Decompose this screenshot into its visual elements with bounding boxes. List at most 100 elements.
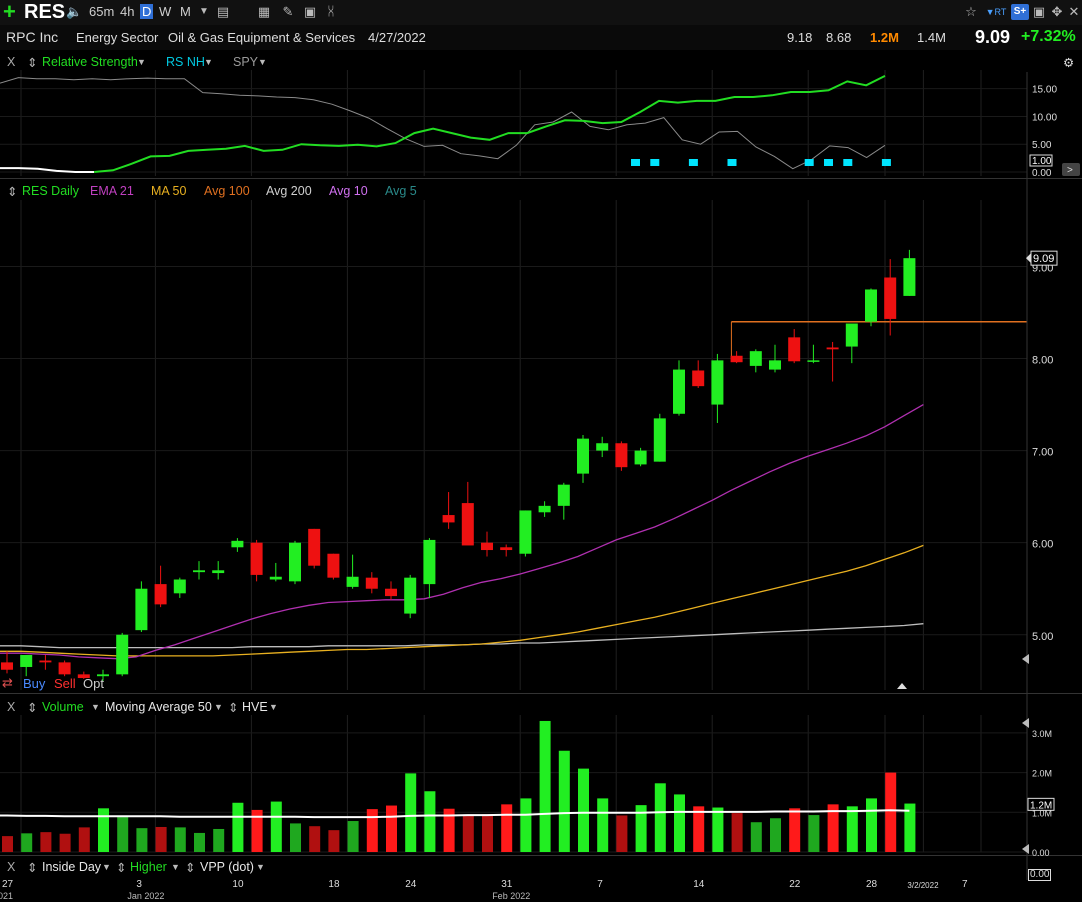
candle-down: [788, 337, 801, 362]
volume-bar: [674, 794, 685, 852]
spy-label[interactable]: SPY: [233, 55, 259, 69]
x-axis-tick-label: 14: [693, 879, 705, 890]
ma50-label[interactable]: MA 50: [151, 184, 187, 198]
avg100-label[interactable]: Avg 100: [204, 184, 250, 198]
close-icon[interactable]: ✕: [1068, 4, 1080, 19]
ema21-label[interactable]: EMA 21: [90, 184, 134, 198]
bottom-pane-close-button[interactable]: X: [7, 860, 16, 874]
timeframe-65m[interactable]: 65m: [89, 4, 115, 19]
timeframe-d[interactable]: D: [140, 4, 154, 19]
timeframe-m[interactable]: M: [180, 4, 191, 19]
rs-nh-label[interactable]: RS NH: [166, 55, 205, 69]
layers-icon[interactable]: ▣: [303, 4, 317, 19]
inside-day-dropdown-icon[interactable]: ▼: [102, 862, 111, 872]
volume-bar: [731, 813, 743, 852]
price-pane-arrows-icon[interactable]: ⇕: [7, 185, 18, 199]
volume-bar: [635, 805, 647, 852]
rs-new-high-marker: [881, 159, 891, 166]
inside-day-arrows-icon[interactable]: ⇕: [27, 861, 38, 875]
volume-pane-close-button[interactable]: X: [7, 700, 16, 714]
alert-rt-icon[interactable]: ▼RT: [985, 7, 1007, 17]
vpp-dropdown-icon[interactable]: ▼: [256, 862, 265, 872]
vpp-label[interactable]: VPP (dot): [200, 860, 254, 874]
vpp-arrows-icon[interactable]: ⇕: [185, 861, 196, 875]
avg5-label[interactable]: Avg 5: [385, 184, 417, 198]
hve-label[interactable]: HVE: [242, 700, 268, 714]
speaker-icon[interactable]: 🔈: [66, 4, 83, 19]
spy-line: [0, 77, 886, 170]
candle-down: [385, 588, 397, 597]
volume-bar: [808, 815, 820, 852]
volume-bar: [578, 768, 589, 852]
add-symbol-icon[interactable]: +: [3, 0, 16, 24]
candle-up: [269, 576, 282, 580]
chart-type-icon[interactable]: ▤: [216, 4, 230, 19]
volume-bar: [482, 814, 493, 852]
rs-new-high-marker: [804, 159, 814, 166]
ma200-line: [0, 623, 924, 649]
volume-bar: [866, 798, 877, 852]
rs-y-tick-label: 5.00: [1032, 140, 1052, 151]
higher-arrows-icon[interactable]: ⇕: [116, 861, 127, 875]
candle-down: [327, 553, 340, 578]
volume-ma-label[interactable]: Moving Average 50: [105, 700, 212, 714]
timeframe-dropdown-icon[interactable]: ▼: [199, 6, 209, 17]
avg200-label[interactable]: Avg 200: [266, 184, 312, 198]
rs-dropdown-icon[interactable]: ⇕: [27, 56, 38, 70]
volume-last-box: [1027, 797, 1055, 811]
options-button[interactable]: Opt: [83, 676, 104, 691]
candle-down: [730, 355, 743, 363]
volume-ma-dropdown-icon[interactable]: ▼: [214, 702, 223, 712]
rs-label[interactable]: Relative Strength: [42, 55, 138, 69]
rs-nh-dropdown-icon[interactable]: ▼: [204, 57, 213, 67]
share-icon[interactable]: ⩆: [328, 4, 334, 19]
candle-down: [308, 528, 321, 566]
volume-arrows-icon[interactable]: ⇕: [27, 701, 38, 715]
move-icon[interactable]: ✥: [1051, 4, 1063, 19]
volume-bar: [405, 773, 417, 852]
splus-icon[interactable]: S+: [1011, 4, 1029, 20]
x-axis-tick-label: 27: [2, 879, 14, 890]
hve-dropdown-icon[interactable]: ▼: [269, 702, 278, 712]
volume-dropdown-icon[interactable]: ▼: [91, 702, 100, 712]
higher-dropdown-icon[interactable]: ▼: [171, 862, 180, 872]
x-axis-tick-label: 22: [789, 879, 801, 890]
sell-button[interactable]: Sell: [54, 676, 76, 691]
price-scroll-up-icon: [897, 683, 907, 689]
rs-settings-icon[interactable]: ⚙: [1063, 56, 1075, 70]
buy-button[interactable]: Buy: [23, 676, 46, 691]
hve-arrows-icon[interactable]: ⇕: [228, 701, 239, 715]
candle-up: [231, 540, 244, 548]
star-icon[interactable]: ☆: [965, 4, 977, 19]
timeframe-w[interactable]: W: [159, 4, 172, 19]
symbol-title[interactable]: RES: [24, 1, 66, 23]
rs-label-dropdown-icon[interactable]: ▼: [137, 57, 146, 67]
timeframe-4h[interactable]: 4h: [120, 4, 135, 19]
pencil-icon[interactable]: ✎: [282, 4, 294, 19]
volume-y-tick-label: 3.0M: [1032, 729, 1052, 739]
trade-icon[interactable]: ⇄: [2, 675, 13, 690]
sector-label[interactable]: Energy Sector: [76, 30, 159, 45]
spy-dropdown-icon[interactable]: ▼: [258, 57, 267, 67]
x-axis-tick-label: 7: [597, 879, 603, 890]
price-series-label[interactable]: RES Daily: [22, 184, 79, 198]
volume-label[interactable]: Volume: [42, 700, 84, 714]
avg10-label[interactable]: Avg 10: [329, 184, 368, 198]
candle-up: [212, 570, 225, 574]
change-percent: +7.32%: [1021, 28, 1076, 45]
volume-bar: [117, 817, 129, 852]
calculator-icon[interactable]: ▦: [257, 4, 271, 19]
candle-up: [596, 443, 609, 451]
x-axis-tick-label: 7: [962, 879, 968, 890]
volume-bar: [21, 833, 33, 852]
relative-strength-line: [94, 75, 886, 173]
ema21-line: [0, 404, 924, 660]
higher-label[interactable]: Higher: [130, 860, 167, 874]
industry-label[interactable]: Oil & Gas Equipment & Services: [168, 30, 356, 45]
rs-pane-close-button[interactable]: X: [7, 55, 16, 69]
save-icon[interactable]: ▣: [1032, 4, 1046, 19]
inside-day-label[interactable]: Inside Day: [42, 860, 102, 874]
volume-y-tick-label: 1.0M: [1032, 808, 1052, 818]
candle-up: [634, 450, 647, 465]
